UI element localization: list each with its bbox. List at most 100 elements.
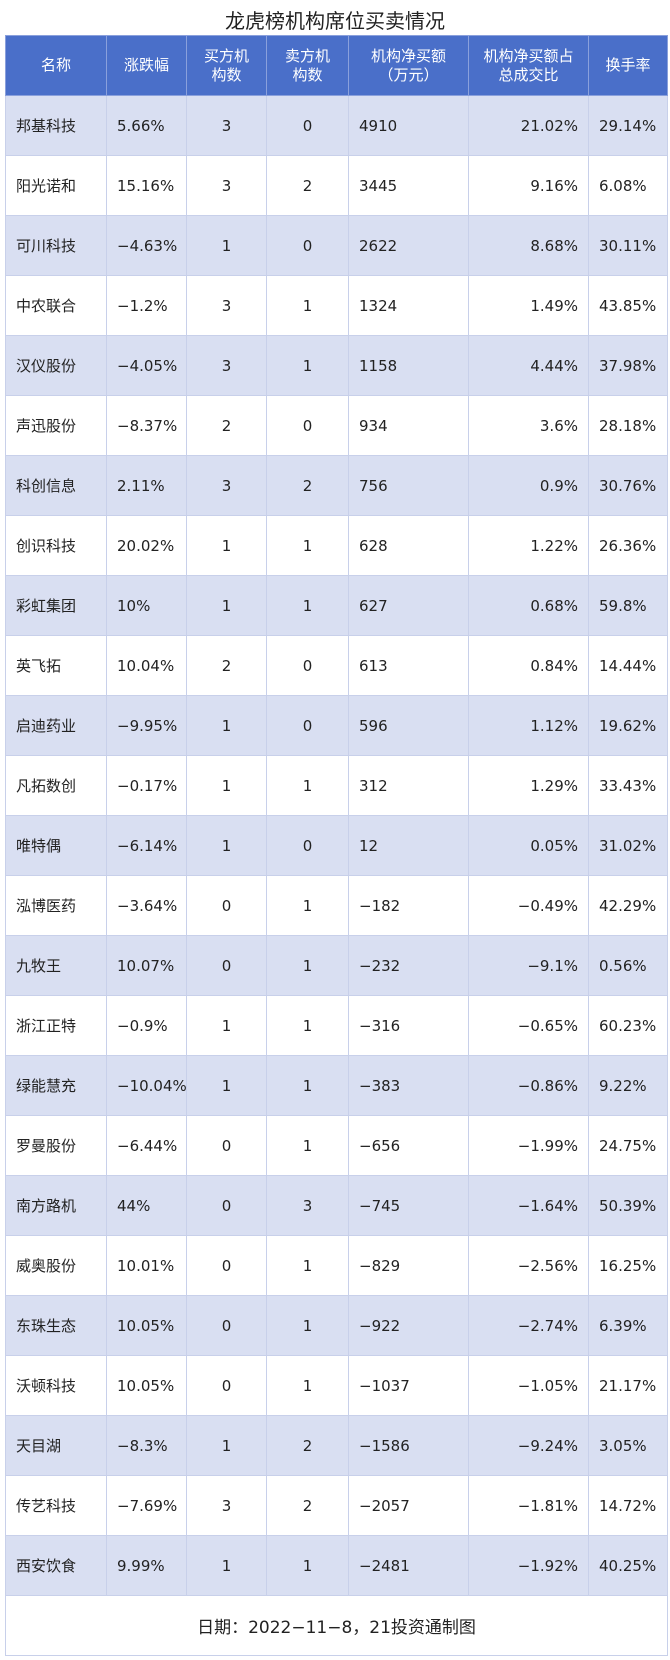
table-cell: −1037	[348, 1355, 469, 1416]
table-cell: 1	[186, 1535, 267, 1596]
table-body: 邦基科技 5.66% 3 0 4910 21.02% 29.14% 阳光诺和 15.16% 3 2 3…	[5, 95, 668, 1656]
table-cell: −745	[348, 1175, 469, 1236]
table-cell: 2	[186, 395, 267, 456]
table-cell: 3	[186, 455, 267, 516]
table-cell: 1	[266, 1115, 349, 1176]
table-cell: 0	[266, 215, 349, 276]
table-cell: 科创信息	[5, 455, 107, 516]
table-cell: 传艺科技	[5, 1475, 107, 1536]
column-header: 换手率	[588, 35, 668, 96]
table-cell: 10.07%	[106, 935, 187, 996]
table-cell: 21.02%	[468, 95, 589, 156]
table-cell: 1	[186, 755, 267, 816]
table-cell: 10.01%	[106, 1235, 187, 1296]
table-row: 九牧王 10.07% 0 1 −232 −9.1% 0.56%	[5, 935, 668, 996]
table-cell: 3	[186, 335, 267, 396]
column-header: 涨跌幅	[106, 35, 187, 96]
table-cell: 泓博医药	[5, 875, 107, 936]
table-cell: 英飞拓	[5, 635, 107, 696]
table-cell: 9.16%	[468, 155, 589, 216]
table-cell: 3	[186, 275, 267, 336]
table-cell: 1	[266, 1295, 349, 1356]
table-row: 彩虹集团 10% 1 1 627 0.68% 59.8%	[5, 575, 668, 636]
table-title: 龙虎榜机构席位买卖情况	[225, 9, 445, 33]
table-cell: 5.66%	[106, 95, 187, 156]
table-cell: 19.62%	[588, 695, 668, 756]
table-cell: −1.05%	[468, 1355, 589, 1416]
table-cell: 3445	[348, 155, 469, 216]
table-cell: 40.25%	[588, 1535, 668, 1596]
table-cell: 0.9%	[468, 455, 589, 516]
table-cell: 1158	[348, 335, 469, 396]
table-cell: 1	[266, 995, 349, 1056]
table-row: 声迅股份 −8.37% 2 0 934 3.6% 28.18%	[5, 395, 668, 456]
table-cell: 0.05%	[468, 815, 589, 876]
table-row: 南方路机 44% 0 3 −745 −1.64% 50.39%	[5, 1175, 668, 1236]
table-cell: 2	[266, 1475, 349, 1536]
table-cell: 50.39%	[588, 1175, 668, 1236]
table-cell: 威奥股份	[5, 1235, 107, 1296]
table-cell: 唯特偶	[5, 815, 107, 876]
table-cell: 30.76%	[588, 455, 668, 516]
table-cell: 2	[186, 635, 267, 696]
table-cell: 0.68%	[468, 575, 589, 636]
table-cell: −0.86%	[468, 1055, 589, 1116]
table-cell: 14.72%	[588, 1475, 668, 1536]
table-cell: 1	[186, 995, 267, 1056]
table-cell: 1	[266, 935, 349, 996]
table-cell: 2	[266, 155, 349, 216]
table-cell: 1	[186, 815, 267, 876]
table-cell: 10.05%	[106, 1355, 187, 1416]
table-cell: 0	[186, 875, 267, 936]
table-cell: 天目湖	[5, 1415, 107, 1476]
table-cell: 3.6%	[468, 395, 589, 456]
table-cell: −1.81%	[468, 1475, 589, 1536]
table-row: 凡拓数创 −0.17% 1 1 312 1.29% 33.43%	[5, 755, 668, 816]
table-cell: 凡拓数创	[5, 755, 107, 816]
table-cell: −656	[348, 1115, 469, 1176]
table-row: 泓博医药 −3.64% 0 1 −182 −0.49% 42.29%	[5, 875, 668, 936]
footer-note: 日期：2022−11−8，21投资通制图	[5, 1595, 668, 1656]
table-cell: 37.98%	[588, 335, 668, 396]
table-cell: 南方路机	[5, 1175, 107, 1236]
column-header: 卖方机 构数	[266, 35, 349, 96]
table-cell: 1	[186, 575, 267, 636]
table-cell: −7.69%	[106, 1475, 187, 1536]
table-cell: −9.24%	[468, 1415, 589, 1476]
table-cell: −0.65%	[468, 995, 589, 1056]
table-cell: −0.49%	[468, 875, 589, 936]
table-cell: −9.1%	[468, 935, 589, 996]
table-cell: 60.23%	[588, 995, 668, 1056]
table-cell: 16.25%	[588, 1235, 668, 1296]
table-cell: 启迪药业	[5, 695, 107, 756]
table-cell: −3.64%	[106, 875, 187, 936]
table-cell: 6.08%	[588, 155, 668, 216]
table-cell: −4.05%	[106, 335, 187, 396]
column-header: 买方机 构数	[186, 35, 267, 96]
table-cell: 4910	[348, 95, 469, 156]
table-cell: 1	[266, 1535, 349, 1596]
table-cell: 28.18%	[588, 395, 668, 456]
table-row: 可川科技 −4.63% 1 0 2622 8.68% 30.11%	[5, 215, 668, 276]
table-cell: 1	[266, 515, 349, 576]
table-cell: 声迅股份	[5, 395, 107, 456]
table-cell: −2.74%	[468, 1295, 589, 1356]
table-cell: 12	[348, 815, 469, 876]
table-row: 威奥股份 10.01% 0 1 −829 −2.56% 16.25%	[5, 1235, 668, 1296]
table-cell: 1	[266, 275, 349, 336]
table-cell: 沃顿科技	[5, 1355, 107, 1416]
table-cell: 1	[186, 515, 267, 576]
table-cell: 0	[186, 1115, 267, 1176]
footer-row: 日期：2022−11−8，21投资通制图	[5, 1595, 668, 1656]
table-cell: 1	[266, 875, 349, 936]
table-cell: 613	[348, 635, 469, 696]
table-cell: 29.14%	[588, 95, 668, 156]
table-row: 阳光诺和 15.16% 3 2 3445 9.16% 6.08%	[5, 155, 668, 216]
table-cell: 2.11%	[106, 455, 187, 516]
table-cell: 绿能慧充	[5, 1055, 107, 1116]
table-cell: 1	[266, 1355, 349, 1416]
column-header: 名称	[5, 35, 107, 96]
table-cell: 2	[266, 455, 349, 516]
table-cell: 0	[266, 815, 349, 876]
table-row: 绿能慧充 −10.04% 1 1 −383 −0.86% 9.22%	[5, 1055, 668, 1116]
